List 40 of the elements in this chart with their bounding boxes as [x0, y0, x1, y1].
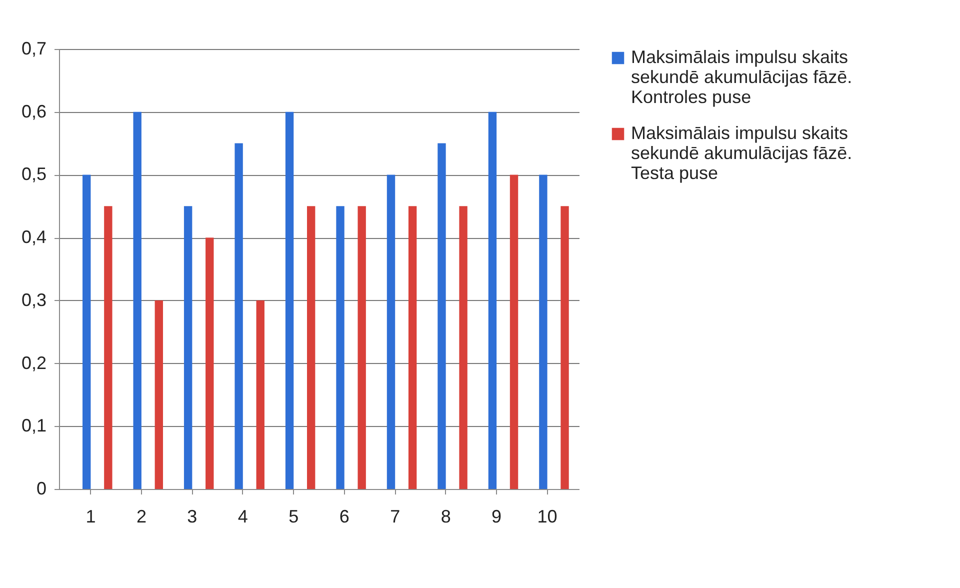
bar — [206, 238, 214, 489]
bar — [285, 112, 294, 489]
bar — [510, 174, 518, 489]
legend-label: Maksimālais impulsu skaits sekundē akumulācijas fāzē. Kontroles puse — [631, 47, 852, 107]
x-tick-label: 1 — [86, 506, 96, 526]
bar — [358, 206, 366, 489]
bar — [336, 206, 344, 489]
bar — [82, 174, 91, 489]
bar — [307, 206, 316, 489]
y-tick-label: 0 — [36, 478, 46, 498]
y-tick-label: 0,5 — [21, 164, 46, 184]
x-tick-label: 9 — [492, 506, 502, 526]
bar — [234, 143, 243, 489]
y-tick-label: 0,6 — [21, 101, 46, 122]
y-tick-label: 0,7 — [21, 38, 46, 58]
y-tick-label: 0,1 — [21, 416, 46, 436]
x-tick-label: 2 — [136, 506, 146, 526]
bar — [104, 206, 112, 489]
legend-label: Maksimālais impulsu skaits sekundē akumulācijas fāzē. Testa puse — [631, 123, 852, 183]
x-tick-label: 10 — [537, 506, 558, 526]
x-tick-label: 3 — [187, 506, 198, 526]
x-tick-label: 8 — [440, 506, 451, 526]
bar — [256, 300, 264, 489]
y-tick-label: 0,2 — [21, 352, 46, 373]
bar — [386, 174, 396, 489]
x-tick-label: 5 — [288, 506, 299, 526]
x-tick-label: 7 — [390, 506, 400, 526]
bar — [560, 206, 569, 489]
bar — [184, 206, 192, 489]
bar — [539, 174, 548, 489]
x-tick-label: 4 — [238, 506, 248, 526]
bar — [459, 206, 468, 489]
y-tick-label: 0,3 — [21, 290, 46, 310]
bar — [408, 206, 417, 489]
bar — [438, 143, 446, 489]
bar — [154, 300, 163, 489]
x-tick-label: 6 — [339, 506, 350, 526]
bar — [488, 112, 497, 489]
bar — [133, 112, 142, 489]
y-tick-label: 0,4 — [21, 227, 46, 248]
